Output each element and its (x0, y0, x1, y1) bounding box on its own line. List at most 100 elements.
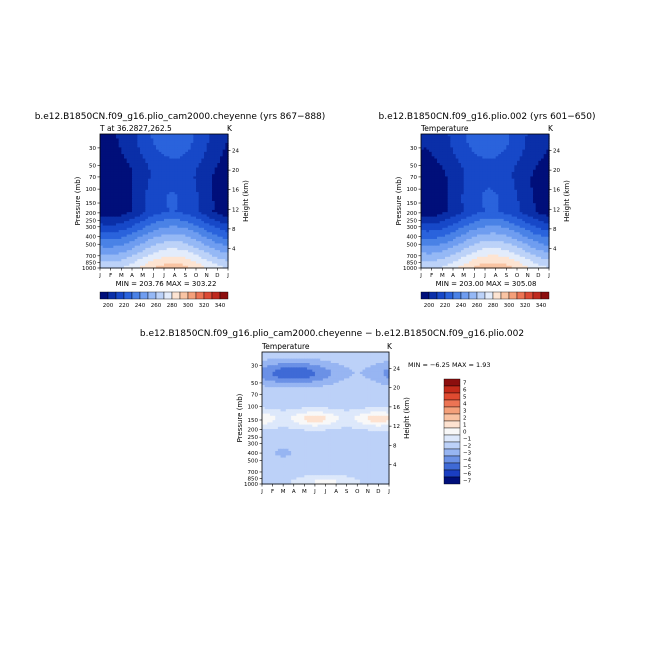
colorbar-label: −4 (463, 458, 472, 464)
colorbar-label: 320 (199, 303, 210, 309)
panel2-ytick-label: 150 (407, 201, 418, 207)
panel1-subtitle-left: T at 36.2827,262.5 (99, 124, 172, 133)
panel3-plot: J F M A M J J A S O N D J305070100150200250300400500… (236, 351, 411, 495)
colorbar-box (460, 291, 470, 300)
colorbar-box (211, 291, 221, 300)
panel2-ytick-label: 850 (407, 260, 418, 266)
panel1-rtick-label: 4 (232, 246, 236, 252)
colorbar-box (219, 291, 229, 300)
panel3-xtick-label: A (334, 489, 338, 495)
panel3-xtick-label: S (345, 489, 349, 495)
panel1-ytick-label: 400 (86, 235, 97, 241)
panel1-ylabel-right: Height (km) (242, 180, 250, 222)
panel2-rtick-label: 24 (553, 149, 560, 155)
panel1-ytick-label: 300 (86, 225, 97, 231)
panel3-ylabel-right: Height (km) (403, 397, 411, 439)
panel2-rtick-label: 12 (553, 207, 560, 213)
colorbar-box (443, 406, 461, 415)
colorbar-box (484, 291, 494, 300)
colorbar-label: 200 (103, 303, 114, 309)
panel3-xtick-label: M (302, 489, 307, 495)
panel1-plot: J F M A M J J A S O N D J305070100150200250300400500… (74, 133, 250, 279)
panel3-xtick-label: A (292, 489, 296, 495)
panel3-xtick-label: N (366, 489, 370, 495)
colorbar-box (452, 291, 462, 300)
panel3-rtick-label: 20 (393, 386, 400, 392)
colorbar-box (443, 469, 461, 478)
panel1-xtick-label: N (205, 273, 209, 279)
colorbar-box (123, 291, 133, 300)
colorbar-box (508, 291, 518, 300)
panel1-xtick-label: O (194, 273, 199, 279)
colorbar-box (443, 378, 461, 387)
panel3-stats: MIN = −6.25 MAX = 1.93 (408, 361, 491, 369)
panel2-ylabel: Pressure (mb) (395, 176, 403, 225)
colorbar-box (428, 291, 438, 300)
panel3-ylabel: Pressure (mb) (236, 393, 244, 442)
colorbar-box (443, 441, 461, 450)
panel3-ytick-label: 70 (251, 392, 258, 398)
panel2-xtick-label: J (419, 273, 422, 279)
panel1-xtick-label: M (140, 273, 145, 279)
colorbar-box (147, 291, 157, 300)
colorbar-box (492, 291, 502, 300)
panel2-ytick-label: 100 (407, 187, 418, 193)
panel3-xtick-label: J (387, 489, 390, 495)
panel1-xtick-label: S (184, 273, 188, 279)
panel3-ytick-label: 400 (248, 451, 259, 457)
colorbar-label: 340 (536, 303, 547, 309)
panel2-colorbar: 200 220 240 260 280 300 320 340 (420, 291, 550, 309)
panel3-ytick-label: 50 (251, 381, 258, 387)
panel1-stats: MIN = 203.76 MAX = 303.22 (116, 280, 217, 288)
colorbar-label: 240 (456, 303, 467, 309)
panel3-title: b.e12.B1850CN.f09_g16.plio_cam2000.cheye… (140, 329, 524, 339)
panel3-ytick-label: 100 (248, 404, 259, 410)
panel1-subtitle-right: K (227, 124, 233, 133)
panel1-ytick-label: 1000 (82, 266, 96, 272)
panel3-ytick-label: 1000 (244, 482, 258, 488)
colorbar-box (443, 392, 461, 401)
panel3-ytick-label: 700 (248, 470, 259, 476)
colorbar-box (99, 291, 109, 300)
panel3-ytick-label: 150 (248, 418, 259, 424)
panel2-field (421, 134, 550, 269)
colorbar-box (179, 291, 189, 300)
panel2-xtick-label: D (536, 273, 540, 279)
panel2-xtick-label: N (526, 273, 530, 279)
colorbar-label: 220 (119, 303, 130, 309)
panel1-xtick-label: M (119, 273, 124, 279)
panel2-ytick-label: 70 (410, 175, 417, 181)
panel2-xtick-label: S (505, 273, 509, 279)
panel1-rtick-label: 24 (232, 149, 239, 155)
colorbar-box (443, 448, 461, 457)
panel2-xtick-label: J (473, 273, 476, 279)
colorbar-label: 280 (167, 303, 178, 309)
colorbar-label: 220 (440, 303, 451, 309)
panel2-ytick-label: 1000 (403, 266, 417, 272)
colorbar-box (443, 420, 461, 429)
panel1-field (100, 134, 229, 269)
colorbar-box (195, 291, 205, 300)
panel1-colorbar: 200 220 240 260 280 300 320 340 (99, 291, 229, 309)
panel2-ytick-label: 30 (410, 146, 417, 152)
panel3-ytick-label: 500 (248, 459, 259, 465)
panel1-ytick-label: 850 (86, 260, 97, 266)
panel2-rtick-label: 20 (553, 168, 560, 174)
colorbar-label: −5 (463, 465, 472, 471)
panel2-xtick-label: J (547, 273, 550, 279)
colorbar-label: 320 (520, 303, 531, 309)
colorbar-box (443, 455, 461, 464)
panel3-xtick-label: O (355, 489, 360, 495)
panel2-ytick-label: 700 (407, 254, 418, 260)
colorbar-box (443, 434, 461, 443)
colorbar-box (443, 385, 461, 394)
colorbar-label: −1 (463, 437, 471, 443)
colorbar-box (443, 413, 461, 422)
panel2-xtick-label: A (451, 273, 455, 279)
panel3-rtick-label: 12 (393, 424, 400, 430)
panel2-ytick-label: 500 (407, 242, 418, 248)
colorbar-box (436, 291, 446, 300)
panel1-ytick-label: 30 (89, 146, 96, 152)
colorbar-label: 340 (215, 303, 226, 309)
